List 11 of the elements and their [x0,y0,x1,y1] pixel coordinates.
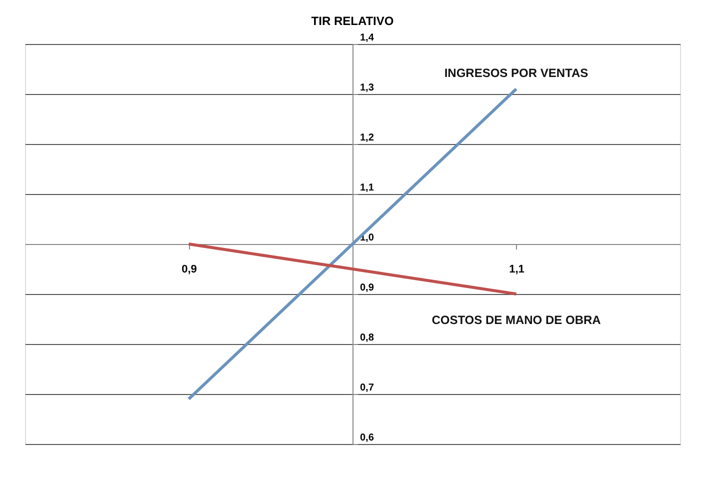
series-label: INGRESOS POR VENTAS [444,66,588,80]
y-tick-label: 1,4 [360,32,374,44]
y-tick-label: 0,7 [360,382,374,394]
y-tick-label: 0,9 [360,282,374,294]
y-tick-label: 1,3 [360,82,374,94]
y-tick-label: 0,8 [360,332,374,344]
y-tick-label: 1,2 [360,132,374,144]
y-tick-label: 0,6 [360,432,374,444]
text: COSTOS DE MANO DE OBRA [432,313,602,327]
y-tick-label: 1,1 [360,182,374,194]
chart-title: TIR RELATIVO [311,14,394,28]
